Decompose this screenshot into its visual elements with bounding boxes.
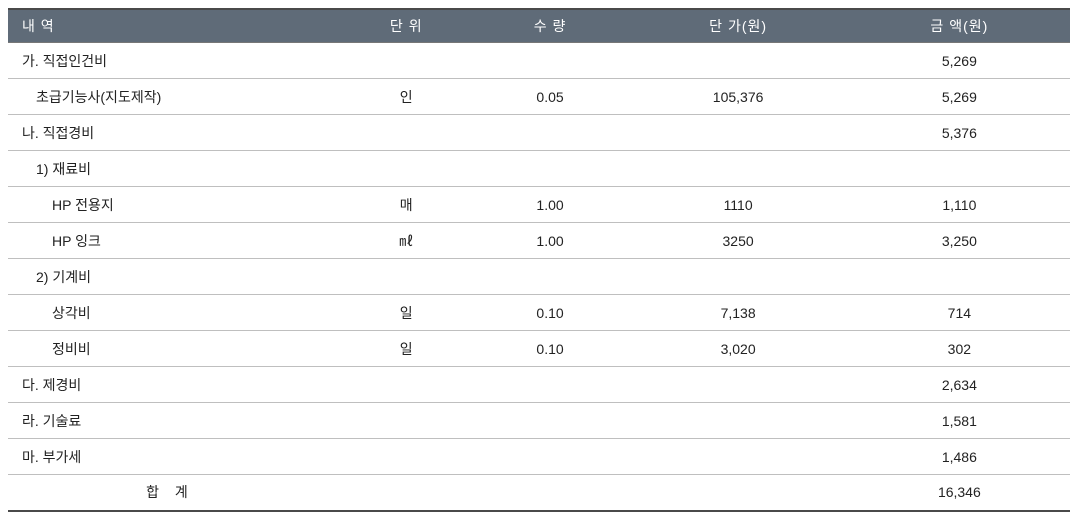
- cell-desc: 1) 재료비: [8, 151, 340, 187]
- cost-table: 내 역 단 위 수 량 단 가(원) 금 액(원) 가. 직접인건비5,269초…: [8, 8, 1070, 512]
- cell-qty: 1.00: [473, 187, 628, 223]
- cell-unit: 일: [340, 295, 473, 331]
- cell-price: 105,376: [627, 79, 848, 115]
- cell-price: [627, 151, 848, 187]
- cell-desc: 초급기능사(지도제작): [8, 79, 340, 115]
- cell-desc: 다. 제경비: [8, 367, 340, 403]
- cell-unit: [340, 115, 473, 151]
- cell-unit: [340, 367, 473, 403]
- cell-desc: 정비비: [8, 331, 340, 367]
- cell-unit: [340, 43, 473, 79]
- cell-unit: 매: [340, 187, 473, 223]
- cell-qty: [473, 403, 628, 439]
- table-row: HP 전용지매1.0011101,110: [8, 187, 1070, 223]
- cell-desc: 라. 기술료: [8, 403, 340, 439]
- cell-amount: 1,110: [849, 187, 1070, 223]
- cell-price: [627, 115, 848, 151]
- cell-price: [627, 43, 848, 79]
- cell-price: [627, 367, 848, 403]
- cell-qty: 0.10: [473, 295, 628, 331]
- cell-desc: HP 잉크: [8, 223, 340, 259]
- cell-price: [627, 259, 848, 295]
- cell-qty: [473, 151, 628, 187]
- table-row: HP 잉크㎖1.0032503,250: [8, 223, 1070, 259]
- cell-qty: [473, 259, 628, 295]
- cell-qty: [473, 43, 628, 79]
- table-row: 합 계 16,346: [8, 475, 1070, 511]
- table-row: 가. 직접인건비 5,269: [8, 43, 1070, 79]
- cell-unit: [340, 151, 473, 187]
- cell-amount: [849, 151, 1070, 187]
- table-row: 1) 재료비: [8, 151, 1070, 187]
- cell-unit: ㎖: [340, 223, 473, 259]
- cell-price: [627, 403, 848, 439]
- cell-price: 1110: [627, 187, 848, 223]
- cell-amount: 16,346: [849, 475, 1070, 511]
- table-row: 2) 기계비: [8, 259, 1070, 295]
- cell-unit: [340, 403, 473, 439]
- header-desc: 내 역: [8, 9, 340, 43]
- cell-desc: 가. 직접인건비: [8, 43, 340, 79]
- table-row: 나. 직접경비 5,376: [8, 115, 1070, 151]
- table-row: 다. 제경비 2,634: [8, 367, 1070, 403]
- cell-unit: [340, 439, 473, 475]
- cell-price: [627, 439, 848, 475]
- cell-qty: 0.10: [473, 331, 628, 367]
- cell-qty: [473, 439, 628, 475]
- cell-desc: 합 계: [8, 475, 340, 511]
- cell-amount: 714: [849, 295, 1070, 331]
- cell-amount: 1,486: [849, 439, 1070, 475]
- cell-qty: 1.00: [473, 223, 628, 259]
- table-row: 정비비일0.103,020302: [8, 331, 1070, 367]
- cell-amount: 5,269: [849, 43, 1070, 79]
- header-amt: 금 액(원): [849, 9, 1070, 43]
- table-row: 상각비일0.107,138714: [8, 295, 1070, 331]
- cell-desc: 나. 직접경비: [8, 115, 340, 151]
- cell-qty: [473, 367, 628, 403]
- header-unit: 단 위: [340, 9, 473, 43]
- cell-amount: 2,634: [849, 367, 1070, 403]
- cell-amount: 302: [849, 331, 1070, 367]
- cell-unit: [340, 259, 473, 295]
- cell-price: 7,138: [627, 295, 848, 331]
- header-qty: 수 량: [473, 9, 628, 43]
- cell-amount: [849, 259, 1070, 295]
- table-row: 초급기능사(지도제작)인0.05105,3765,269: [8, 79, 1070, 115]
- header-price: 단 가(원): [627, 9, 848, 43]
- table-header-row: 내 역 단 위 수 량 단 가(원) 금 액(원): [8, 9, 1070, 43]
- cell-unit: [340, 475, 473, 511]
- table-row: 마. 부가세 1,486: [8, 439, 1070, 475]
- cell-amount: 3,250: [849, 223, 1070, 259]
- table-row: 라. 기술료 1,581: [8, 403, 1070, 439]
- cell-qty: [473, 115, 628, 151]
- cell-qty: 0.05: [473, 79, 628, 115]
- cell-price: 3,020: [627, 331, 848, 367]
- cell-amount: 5,269: [849, 79, 1070, 115]
- cell-amount: 1,581: [849, 403, 1070, 439]
- cell-price: [627, 475, 848, 511]
- table-body: 가. 직접인건비5,269초급기능사(지도제작)인0.05105,3765,26…: [8, 43, 1070, 511]
- cell-desc: 2) 기계비: [8, 259, 340, 295]
- cell-qty: [473, 475, 628, 511]
- cell-unit: 인: [340, 79, 473, 115]
- cell-amount: 5,376: [849, 115, 1070, 151]
- cell-desc: 마. 부가세: [8, 439, 340, 475]
- cell-unit: 일: [340, 331, 473, 367]
- cell-desc: 상각비: [8, 295, 340, 331]
- cell-desc: HP 전용지: [8, 187, 340, 223]
- cell-price: 3250: [627, 223, 848, 259]
